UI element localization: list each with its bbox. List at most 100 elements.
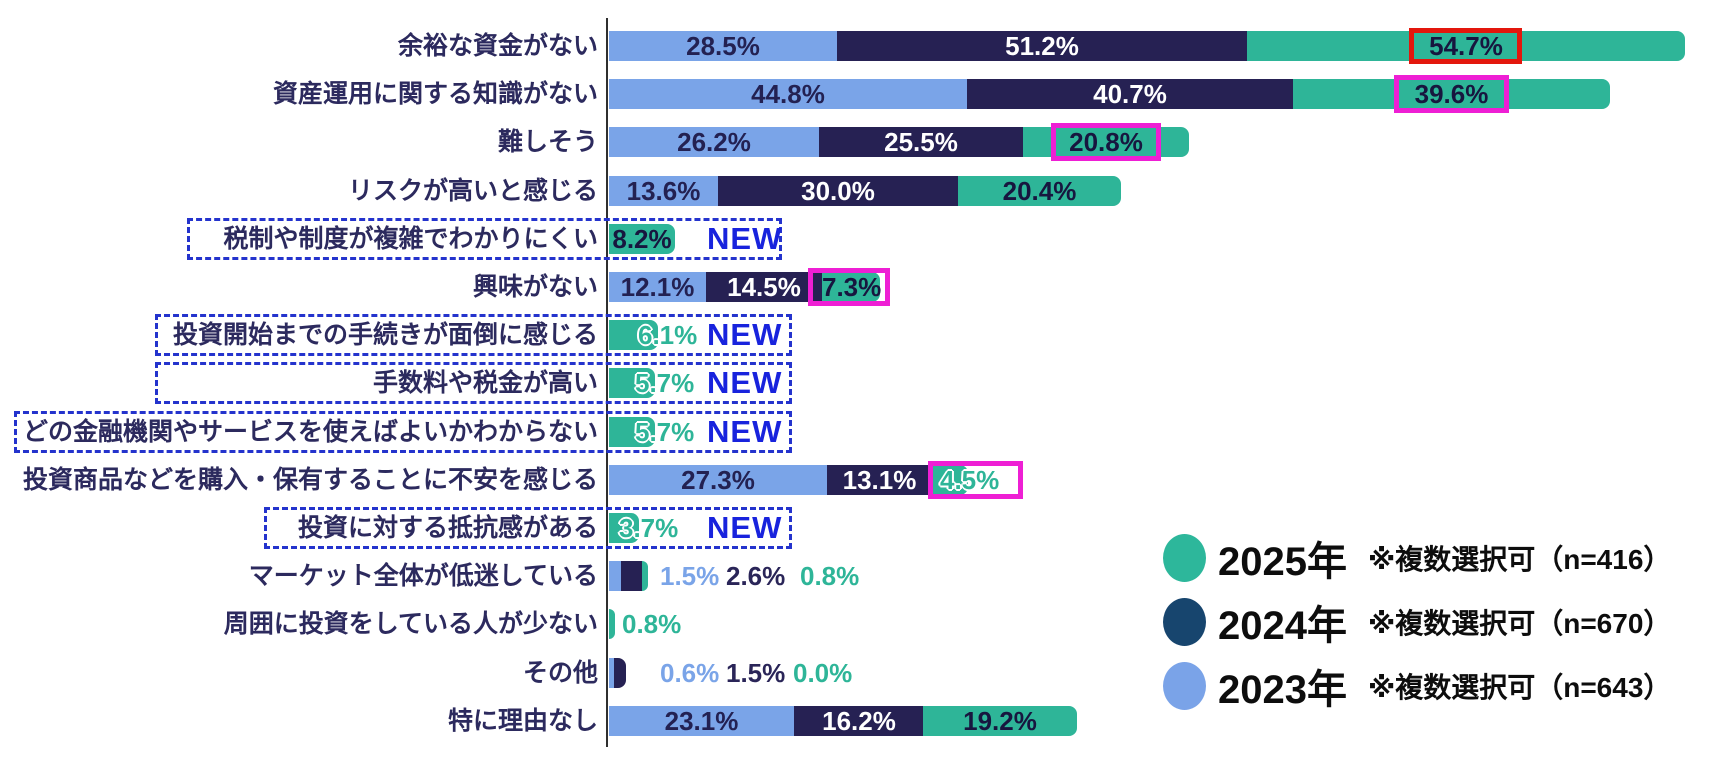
bar-2023-segment xyxy=(609,272,706,302)
bar-value-label: 16.2% xyxy=(822,706,896,736)
bar-value-label: 0.0% xyxy=(793,658,853,688)
new-category-outline xyxy=(155,362,792,404)
legend-year-label-2023: 2023年 xyxy=(1218,668,1347,712)
new-category-outline xyxy=(14,411,792,453)
category-label: リスクが高いと感じる xyxy=(347,177,598,205)
bar-value-label: 13.1% xyxy=(842,465,917,495)
category-label: 興味がない xyxy=(472,273,598,301)
new-badge: NEW xyxy=(707,221,783,256)
bar-value-label: 1.5% xyxy=(660,561,720,591)
bar-2023-segment xyxy=(609,561,621,591)
legend-color-dot-2023 xyxy=(1163,662,1206,710)
bar-2023-segment xyxy=(609,31,837,61)
chart-legend: 2025年 ※複数選択可（n=416） 2024年 ※複数選択可（n=670） … xyxy=(1163,534,1672,712)
bar-value-label: 8.2% xyxy=(612,224,672,254)
bar-2025-segment xyxy=(923,706,1077,736)
category-label: その他 xyxy=(522,659,598,687)
bar-2024-segment xyxy=(967,79,1293,109)
new-badge: NEW xyxy=(707,317,783,352)
bar-2025-segment xyxy=(609,417,655,447)
bar-value-label: 51.2% xyxy=(1005,31,1079,61)
bar-2025-segment xyxy=(1247,31,1685,61)
bar-2025-segment xyxy=(609,320,658,350)
new-badge: NEW xyxy=(707,414,783,449)
bar-2024-segment xyxy=(718,176,958,206)
bar-value-label: 20.4% xyxy=(1002,176,1077,206)
bar-value-label: 12.1% xyxy=(620,272,695,302)
bar-value-label: 23.1% xyxy=(664,706,739,736)
bar-2023-segment xyxy=(609,176,718,206)
bar-value-label: 14.5% xyxy=(727,272,801,302)
bar-2024-segment xyxy=(827,465,932,495)
category-label: 特に理由なし xyxy=(447,707,598,735)
y-axis-line xyxy=(606,18,608,747)
bar-2024-segment xyxy=(819,127,1023,157)
bar-value-label: 54.7% xyxy=(1429,31,1503,61)
bar-2023-segment xyxy=(609,658,614,688)
legend-item-2025: 2025年 ※複数選択可（n=416） xyxy=(1163,534,1672,584)
legend-color-dot-2025 xyxy=(1163,534,1206,582)
bar-value-label: 20.8% xyxy=(1069,127,1143,157)
legend-year-label-2025: 2025年 xyxy=(1218,540,1347,584)
legend-color-dot-2024 xyxy=(1163,598,1206,646)
new-badge: NEW xyxy=(707,365,783,400)
new-category-outline xyxy=(187,218,782,260)
bar-value-label: 0.8% xyxy=(622,609,682,639)
bar-value-label: 0.6% xyxy=(660,658,720,688)
bar-value-label: 44.8% xyxy=(751,79,825,109)
bar-value-label: 3.7% xyxy=(619,513,679,543)
bar-2025-segment xyxy=(958,176,1121,206)
bar-value-label: 40.7% xyxy=(1093,79,1167,109)
bar-value-label: 27.3% xyxy=(681,465,755,495)
legend-note-2023: ※複数選択可（n=643） xyxy=(1368,672,1672,703)
bar-2023-segment xyxy=(609,706,794,736)
bar-2025-segment xyxy=(822,272,880,302)
category-label: マーケット全体が低迷している xyxy=(248,562,598,590)
legend-note-2025: ※複数選択可（n=416） xyxy=(1368,544,1672,575)
highlight-box-magenta xyxy=(1051,123,1161,161)
bar-2025-segment xyxy=(932,465,968,495)
bar-2024-segment xyxy=(706,272,822,302)
bar-value-label: 26.2% xyxy=(677,127,751,157)
bar-2024-segment xyxy=(837,31,1247,61)
bar-2023-segment xyxy=(609,79,967,109)
bar-value-label: 39.6% xyxy=(1414,79,1489,109)
category-label: 投資開始までの手続きが面倒に感じる xyxy=(172,321,598,349)
bar-value-label: 28.5% xyxy=(686,31,760,61)
bar-value-label: 2.6% xyxy=(726,561,786,591)
bar-2024-segment xyxy=(621,561,642,591)
legend-year-label-2024: 2024年 xyxy=(1218,604,1347,648)
legend-item-2023: 2023年 ※複数選択可（n=643） xyxy=(1163,662,1672,712)
bar-value-label: 6.1% xyxy=(638,320,698,350)
highlight-box-magenta xyxy=(808,268,890,306)
bar-2024-segment xyxy=(794,706,924,736)
bar-value-label: 13.6% xyxy=(626,176,701,206)
new-badge: NEW xyxy=(707,510,783,545)
bar-2025-segment xyxy=(1023,127,1189,157)
category-label: どの金融機関やサービスを使えばよいかわからない xyxy=(22,418,598,446)
bar-value-label: 5.7% xyxy=(635,368,695,398)
bar-2025-segment xyxy=(609,224,675,254)
category-label: 手数料や税金が高い xyxy=(372,369,598,397)
bar-value-label: 4.5% xyxy=(940,465,1000,495)
bar-2025-segment xyxy=(609,368,655,398)
highlight-box-red xyxy=(1409,28,1522,64)
new-category-outline xyxy=(155,314,792,356)
bar-value-label: 5.7% xyxy=(635,417,695,447)
bar-2025-segment xyxy=(1293,79,1610,109)
category-label: 資産運用に関する知識がない xyxy=(272,80,598,108)
bar-2025-segment xyxy=(609,609,615,639)
category-label: 周囲に投資をしている人が少ない xyxy=(223,610,598,638)
bar-2025-segment xyxy=(642,561,648,591)
legend-item-2024: 2024年 ※複数選択可（n=670） xyxy=(1163,598,1672,648)
category-label: 税制や制度が複雑でわかりにくい xyxy=(223,225,598,253)
bar-value-label: 7.3% xyxy=(822,272,882,302)
new-category-outline xyxy=(264,507,792,549)
highlight-box-magenta xyxy=(928,461,1023,499)
bar-2023-segment xyxy=(609,465,827,495)
category-label: 投資商品などを購入・保有することに不安を感じる xyxy=(22,466,598,494)
bar-2023-segment xyxy=(609,127,819,157)
category-label: 投資に対する抵抗感がある xyxy=(297,514,598,542)
legend-note-2024: ※複数選択可（n=670） xyxy=(1368,608,1672,639)
